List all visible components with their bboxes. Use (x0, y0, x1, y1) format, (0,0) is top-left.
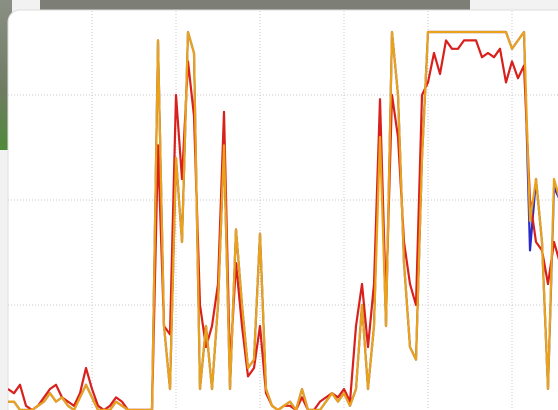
plot-area (8, 11, 558, 410)
series-line (8, 30, 558, 410)
chart-card (7, 9, 558, 410)
background-photo (40, 0, 470, 12)
